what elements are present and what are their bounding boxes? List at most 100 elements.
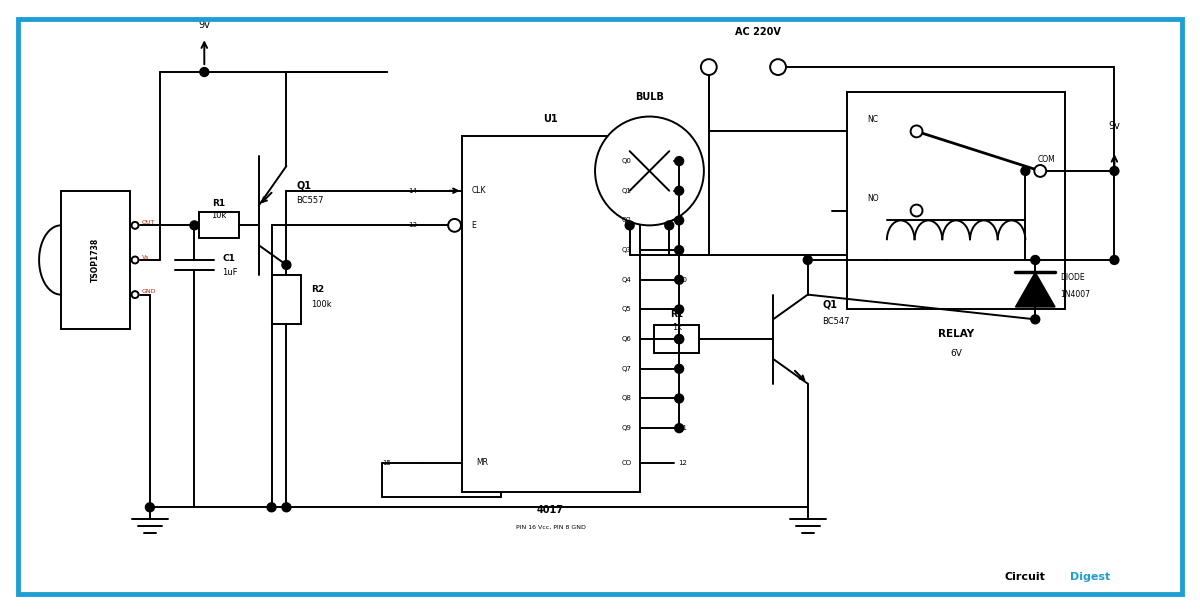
Text: 4017: 4017: [538, 505, 564, 515]
Text: 5: 5: [678, 336, 683, 342]
Circle shape: [268, 503, 276, 512]
Text: Q8: Q8: [622, 395, 631, 401]
Text: 4: 4: [678, 217, 683, 224]
Circle shape: [674, 157, 684, 166]
Text: Q5: Q5: [622, 306, 631, 312]
Circle shape: [674, 275, 684, 284]
Circle shape: [1110, 256, 1118, 264]
Circle shape: [595, 116, 704, 225]
Circle shape: [770, 59, 786, 75]
Circle shape: [674, 216, 684, 225]
Circle shape: [1031, 256, 1039, 264]
Text: 6: 6: [678, 366, 683, 372]
Text: 9: 9: [678, 395, 683, 401]
Text: GND: GND: [142, 289, 156, 294]
Text: Q1: Q1: [622, 188, 631, 194]
Text: U1: U1: [544, 113, 558, 124]
Text: AC 220V: AC 220V: [736, 27, 781, 38]
Text: 7: 7: [678, 247, 683, 253]
Circle shape: [911, 205, 923, 216]
Circle shape: [674, 245, 684, 255]
Circle shape: [674, 364, 684, 373]
Circle shape: [803, 256, 812, 264]
Text: Q9: Q9: [622, 425, 631, 431]
Text: 6V: 6V: [950, 350, 962, 359]
Text: Q2: Q2: [622, 217, 631, 224]
Circle shape: [448, 219, 461, 232]
Text: 1: 1: [678, 306, 683, 312]
Circle shape: [132, 256, 138, 264]
Text: E: E: [472, 221, 476, 230]
Text: OUT: OUT: [142, 220, 155, 225]
Text: CLK: CLK: [472, 186, 486, 195]
Bar: [61, 191, 130, 329]
Bar: [199, 213, 239, 238]
Text: NC: NC: [868, 115, 878, 124]
Text: 1uF: 1uF: [222, 269, 238, 277]
Text: 100k: 100k: [311, 300, 331, 309]
Circle shape: [1031, 315, 1039, 324]
Text: 10k: 10k: [211, 211, 227, 220]
Circle shape: [1021, 166, 1030, 175]
Text: COM: COM: [1037, 155, 1055, 164]
Text: Q3: Q3: [622, 247, 631, 253]
Circle shape: [282, 261, 290, 269]
Circle shape: [911, 125, 923, 137]
Circle shape: [190, 221, 199, 230]
Circle shape: [1110, 166, 1118, 175]
Text: Q6: Q6: [622, 336, 631, 342]
Text: Q1: Q1: [822, 300, 838, 309]
Circle shape: [200, 68, 209, 77]
Bar: [462, 136, 640, 493]
Circle shape: [674, 335, 684, 343]
Text: 9v: 9v: [198, 19, 210, 30]
Bar: [271, 275, 301, 324]
Text: PIN 16 Vcc, PIN 8 GND: PIN 16 Vcc, PIN 8 GND: [516, 524, 586, 530]
Text: Q1: Q1: [296, 181, 311, 191]
Text: Q7: Q7: [622, 366, 631, 372]
Circle shape: [674, 186, 684, 195]
Text: BC557: BC557: [296, 196, 324, 205]
Text: Circuit: Circuit: [1004, 571, 1046, 582]
Circle shape: [1034, 165, 1046, 177]
Circle shape: [625, 221, 634, 230]
Text: 1k: 1k: [672, 323, 682, 332]
Text: 3: 3: [678, 158, 683, 164]
Text: 2: 2: [678, 188, 683, 194]
Text: BC547: BC547: [822, 317, 850, 326]
Circle shape: [674, 305, 684, 314]
Text: R1: R1: [670, 310, 683, 319]
Text: 13: 13: [408, 222, 416, 228]
Text: 1N4007: 1N4007: [1060, 290, 1090, 299]
Text: MR: MR: [476, 459, 488, 467]
Text: C1: C1: [222, 253, 235, 262]
Text: RELAY: RELAY: [938, 329, 974, 339]
Circle shape: [701, 59, 716, 75]
Text: Q0: Q0: [622, 158, 631, 164]
Text: 10: 10: [678, 276, 688, 283]
Circle shape: [145, 503, 155, 512]
Text: NO: NO: [868, 194, 878, 203]
Circle shape: [665, 221, 673, 230]
Circle shape: [132, 291, 138, 298]
Circle shape: [282, 503, 290, 512]
Text: R1: R1: [212, 199, 226, 208]
Text: 12: 12: [678, 460, 688, 466]
Circle shape: [674, 335, 684, 343]
Circle shape: [132, 222, 138, 229]
Text: R2: R2: [311, 285, 324, 294]
Text: BULB: BULB: [635, 92, 664, 102]
Text: Vs: Vs: [142, 255, 150, 259]
Circle shape: [674, 424, 684, 432]
Text: TSOP1738: TSOP1738: [91, 238, 100, 282]
Text: 15: 15: [383, 460, 391, 466]
Text: 11: 11: [678, 425, 688, 431]
Circle shape: [674, 394, 684, 403]
Text: Q4: Q4: [622, 276, 631, 283]
Polygon shape: [1015, 272, 1055, 307]
Bar: [654, 325, 698, 353]
Text: CO: CO: [622, 460, 631, 466]
Bar: [847, 92, 1064, 309]
Text: DIODE: DIODE: [1060, 273, 1085, 283]
Text: Digest: Digest: [1069, 571, 1110, 582]
